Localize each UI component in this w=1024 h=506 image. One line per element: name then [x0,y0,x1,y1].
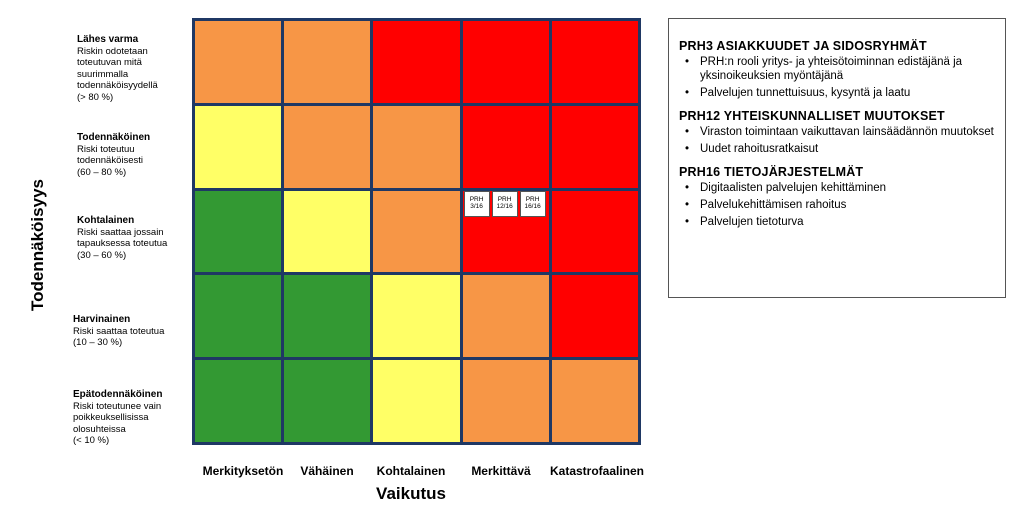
matrix-cell-green [195,275,282,358]
row-label-desc: Riski toteutuu todennäköisesti (60 – 80 … [77,143,144,178]
row-label-title: Todennäköinen [77,132,151,143]
matrix-cell-red [462,21,549,103]
risk-matrix: PRH 3/16 PRH 12/16 PRH 16/16 [192,18,641,445]
row-label-desc: Riski toteutunee vain poikkeuksellisissa… [73,400,162,447]
matrix-cell-green [284,275,371,358]
matrix-cell-orange [284,105,371,188]
legend-section: PRH16 TIETOJÄRJESTELMÄT Digitaalisten pal… [679,165,997,229]
matrix-cell-green [195,190,282,273]
matrix-cell-orange [195,21,282,103]
risk-tags: PRH 3/16 PRH 12/16 PRH 16/16 [463,190,548,217]
row-label: Todennäköinen Riski toteutuu todennäköise… [77,132,189,178]
matrix-cell-yellow [373,360,460,442]
column-label: Katastrofaalinen [549,464,645,478]
row-label-title: Harvinainen [73,314,131,325]
y-axis-title: Todennäköisyys [28,179,47,311]
legend-section-title: PRH3 ASIAKKUUDET JA SIDOSRYHMÄT [679,39,927,53]
legend-section: PRH3 ASIAKKUUDET JA SIDOSRYHMÄT PRH:n roo… [679,39,997,100]
row-label-title: Kohtalainen [77,215,135,226]
row-label: Harvinainen Riski saattaa toteutua (10 – … [73,314,185,349]
legend-section: PRH12 YHTEISKUNNALLISET MUUTOKSET Virasto… [679,109,997,156]
x-axis-title: Vaikutus [376,484,446,503]
legend-list: Viraston toimintaan vaikuttavan lainsääd… [679,125,997,156]
matrix-cell-orange [284,21,371,103]
row-label: Lähes varma Riskin odotetaan toteutuvan m… [77,34,189,103]
legend-list: PRH:n rooli yritys- ja yhteisötoiminnan … [679,55,997,100]
legend-item: Palvelujen tunnettuisuus, kysyntä ja laa… [679,86,997,100]
legend-item: Palvelujen tietoturva [679,215,997,229]
legend-item: PRH:n rooli yritys- ja yhteisötoiminnan … [679,55,997,83]
legend-item: Uudet rahoitusratkaisut [679,142,997,156]
matrix-cell-red [551,21,638,103]
matrix-cell-orange [462,275,549,358]
row-label-desc: Riski saattaa jossain tapauksessa toteut… [77,226,168,261]
legend-section-title: PRH12 YHTEISKUNNALLISET MUUTOKSET [679,109,945,123]
matrix-cell-red [373,21,460,103]
matrix-cell-yellow [373,275,460,358]
matrix-cell-orange [462,360,549,442]
column-label: Vähäinen [300,464,354,478]
column-label: Kohtalainen [376,464,446,478]
matrix-cell-red: PRH 3/16 PRH 12/16 PRH 16/16 [462,190,549,273]
row-label-title: Epätodennäköinen [73,389,163,400]
legend-box: PRH3 ASIAKKUUDET JA SIDOSRYHMÄT PRH:n roo… [668,18,1006,298]
risk-tag: PRH 12/16 [491,190,518,217]
row-label: Epätodennäköinen Riski toteutunee vain po… [73,389,185,447]
matrix-cell-orange [373,105,460,188]
legend-item: Palvelukehittämisen rahoitus [679,198,997,212]
row-label: Kohtalainen Riski saattaa jossain tapauks… [77,215,189,261]
legend-list: Digitaalisten palvelujen kehittäminen Pal… [679,181,997,229]
matrix-cell-green [195,360,282,442]
matrix-cell-orange [551,360,638,442]
row-label-title: Lähes varma [77,34,139,45]
matrix-cell-yellow [284,190,371,273]
legend-item: Digitaalisten palvelujen kehittäminen [679,181,997,195]
risk-tag: PRH 16/16 [519,190,546,217]
matrix-cell-green [284,360,371,442]
risk-tag: PRH 3/16 [463,190,490,217]
legend-item: Viraston toimintaan vaikuttavan lainsääd… [679,125,997,139]
column-label: Merkityksetön [202,464,284,478]
column-label: Merkittävä [471,464,531,478]
row-label-desc: Riski saattaa toteutua (10 – 30 %) [73,325,165,349]
row-label-desc: Riskin odotetaan toteutuvan mitä suurimm… [77,45,158,103]
legend-section-title: PRH16 TIETOJÄRJESTELMÄT [679,165,864,179]
matrix-cell-red [551,190,638,273]
matrix-cell-yellow [195,105,282,188]
matrix-cell-orange [373,190,460,273]
matrix-cell-red [551,105,638,188]
matrix-cell-red [462,105,549,188]
matrix-cell-red [551,275,638,358]
